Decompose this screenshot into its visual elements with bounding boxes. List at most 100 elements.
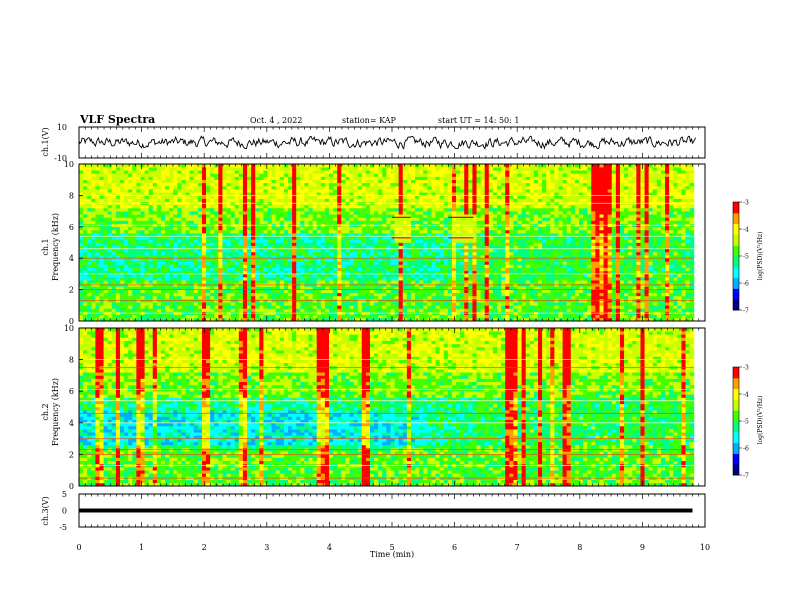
ch1-spectrogram-cell — [369, 195, 375, 199]
ch1-spectrogram-cell — [365, 192, 371, 196]
ch1-spectrogram-cell — [140, 189, 146, 193]
ch1-spectrogram-cell — [435, 167, 441, 171]
ch1-spectrogram-cell — [173, 273, 178, 278]
ch1-spectrogram-cell — [148, 179, 154, 184]
ch1-spectrogram-cell — [423, 248, 428, 253]
ch1-spectrogram-cell — [394, 198, 400, 202]
ch1-spectrogram-cell — [447, 229, 453, 234]
ch1-spectrogram-cell — [300, 220, 305, 224]
ch1-spectrogram-cell — [251, 192, 256, 196]
ch1-spectrogram-cell — [460, 176, 465, 180]
ch1-spectrogram-cell — [99, 308, 105, 312]
ch1-spectrogram-cell — [447, 267, 453, 272]
ch1-spectrogram-cell — [460, 289, 465, 294]
ch1-spectrogram-cell — [382, 248, 387, 253]
ch1-spectrogram-cell — [353, 264, 359, 268]
ch1-spectrogram-cell — [390, 211, 396, 215]
ch1-spectrogram-cell — [206, 289, 211, 294]
ch1-spectrogram-cell — [226, 173, 232, 177]
ch1-spectrogram-cell — [238, 270, 244, 275]
ch1-spectrogram-cell — [349, 267, 355, 272]
ch1-spectrogram-cell — [415, 226, 420, 231]
ch1-spectrogram-cell — [242, 189, 248, 193]
ch1-spectrogram-cell — [468, 245, 473, 250]
ch1-spectrogram-cell — [169, 195, 174, 199]
ch1-spectrogram-cell — [255, 242, 260, 246]
ch1-spectrogram-cell — [79, 261, 84, 265]
ch1-spectrogram-cell — [423, 182, 428, 187]
ch1-spectrogram-cell — [324, 286, 330, 290]
ch1-spectrogram-cell — [468, 292, 473, 297]
ch1-spectrogram-cell — [251, 236, 256, 240]
ch1-spectrogram-cell — [247, 261, 252, 265]
ch1-spectrogram-cell — [394, 239, 400, 243]
ch1-spectrogram-cell — [193, 185, 199, 190]
ch1-spectrogram-cell — [160, 248, 166, 253]
ch1-spectrogram-cell — [169, 211, 174, 215]
ch1-spectrogram-cell — [423, 292, 428, 297]
ch1-spectrogram-cell — [456, 204, 461, 209]
ch1-spectrogram-cell — [189, 182, 195, 187]
ch1-spectrogram-cell — [316, 270, 322, 275]
ch1-spectrogram-cell — [197, 270, 203, 275]
ch1-spectrogram-cell — [91, 167, 96, 171]
ch1-spectrogram-cell — [308, 233, 314, 237]
ch1-waveform-ytick: -10 — [54, 154, 67, 163]
ch1-spectrogram-cell — [234, 308, 240, 312]
ch1-spectrogram-cell — [132, 245, 137, 250]
ch1-spectrogram-cell — [259, 317, 264, 322]
ch1-spectrogram-cell — [83, 258, 88, 262]
ch1-spectrogram-cell — [378, 236, 383, 240]
ch1-spectrogram-cell — [308, 255, 314, 259]
ch1-spectrogram-cell — [197, 207, 203, 212]
ch1-spectrogram-cell — [136, 277, 141, 281]
ch1-spectrogram-cell — [160, 286, 166, 290]
ch1-spectrogram-cell — [234, 233, 240, 237]
ch1-spectrogram-cell — [165, 229, 170, 234]
ch1-spectrogram-cell — [247, 245, 252, 250]
ch1-spectrogram-cell — [460, 251, 465, 256]
ch1-spectrogram-cell — [197, 286, 203, 290]
ch1-spectrogram-cell — [226, 220, 232, 224]
ch1-spectrogram-cell — [292, 176, 297, 180]
ch1-spectrogram-cell — [419, 226, 424, 231]
ch1-spectrogram-cell — [87, 255, 92, 259]
ch1-spectrogram-cell — [374, 207, 379, 212]
ch1-spectrogram-cell — [115, 264, 121, 268]
ch1-spectrogram-cell — [152, 167, 158, 171]
ch1-spectrogram-cell — [165, 317, 170, 322]
ch1-spectrogram-cell — [238, 264, 244, 268]
ch1-spectrogram-cell — [107, 233, 113, 237]
ch1-spectrogram-cell — [427, 280, 432, 284]
ch1-spectrogram-cell — [181, 317, 187, 322]
ch1-spectrogram-cell — [345, 295, 350, 300]
ch1-spectrogram-cell — [365, 217, 371, 221]
ch1-spectrogram-cell — [308, 198, 314, 202]
ch1-spectrogram-cell — [333, 198, 338, 202]
ch1-spectrogram-cell — [275, 170, 281, 174]
ch1-spectrogram-cell — [173, 258, 178, 262]
ch1-spectrogram-cell — [464, 245, 469, 250]
ch1-spectrogram-cell — [189, 220, 195, 224]
ch1-spectrogram-cell — [361, 289, 367, 294]
ch1-spectrogram-cell — [99, 317, 105, 322]
ch1-spectrogram-cell — [83, 248, 88, 253]
ch1-spectrogram-cell — [206, 211, 211, 215]
ch1-spectrogram-cell — [341, 220, 346, 224]
ch1-spectrogram-cell — [369, 305, 375, 309]
ch1-spectrogram-cell — [419, 289, 424, 294]
ch1-spectrogram-cell — [115, 277, 121, 281]
ch1-spectrogram-cell — [435, 173, 441, 177]
ch1-spectrogram-cell — [369, 308, 375, 312]
ch1-spectrogram-cell — [79, 239, 84, 243]
ch1-spectrogram-cell — [111, 305, 117, 309]
ch1-spectrogram-cell — [160, 226, 166, 231]
ch1-spectrogram-cell — [279, 289, 285, 294]
ch1-spectrogram-cell — [185, 192, 191, 196]
ch1-spectrogram-cell — [451, 308, 457, 312]
ch1-spectrogram-cell — [390, 251, 396, 256]
ch1-spectrogram-cell — [271, 195, 277, 199]
ch1-spectrogram-cell — [95, 182, 100, 187]
ch1-spectrogram-cell — [128, 179, 133, 184]
ch1-spectrogram-cell — [111, 280, 117, 284]
